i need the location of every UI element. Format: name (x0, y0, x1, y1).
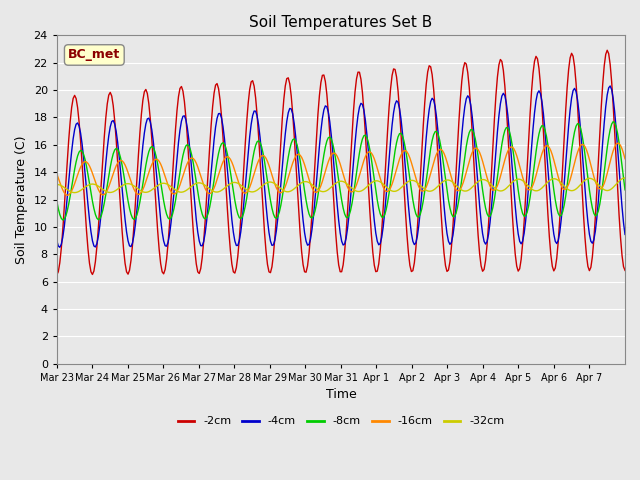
-8cm (620, 175, 627, 181)
-8cm (53, 199, 61, 204)
-4cm (621, 231, 629, 237)
-4cm (460, 116, 467, 122)
-2cm (90, 268, 98, 274)
Legend: -2cm, -4cm, -8cm, -16cm, -32cm: -2cm, -4cm, -8cm, -16cm, -32cm (173, 412, 509, 431)
-32cm (460, 188, 467, 193)
-16cm (63, 192, 71, 198)
-2cm (621, 267, 629, 273)
-32cm (53, 181, 61, 187)
-8cm (544, 142, 552, 147)
-4cm (347, 195, 355, 201)
-8cm (92, 212, 99, 217)
-8cm (74, 153, 81, 159)
-16cm (621, 156, 629, 162)
-8cm (609, 119, 617, 125)
X-axis label: Time: Time (326, 388, 356, 401)
-4cm (606, 83, 614, 89)
-16cm (74, 172, 81, 178)
-32cm (74, 189, 81, 195)
Title: Soil Temperatures Set B: Soil Temperatures Set B (250, 15, 433, 30)
-8cm (621, 187, 629, 192)
-32cm (618, 176, 626, 181)
-4cm (53, 238, 61, 243)
Line: -2cm: -2cm (57, 50, 625, 275)
-4cm (92, 244, 99, 250)
-16cm (53, 171, 61, 177)
-2cm (53, 272, 61, 277)
-2cm (72, 96, 80, 101)
-32cm (621, 175, 629, 181)
-4cm (74, 120, 81, 126)
-8cm (347, 207, 355, 213)
-2cm (345, 182, 353, 188)
Line: -16cm: -16cm (57, 143, 625, 195)
Text: BC_met: BC_met (68, 48, 120, 61)
-16cm (544, 143, 552, 149)
Y-axis label: Soil Temperature (C): Soil Temperature (C) (15, 135, 28, 264)
-8cm (460, 165, 467, 170)
-16cm (620, 151, 627, 156)
Line: -4cm: -4cm (57, 86, 625, 247)
-2cm (604, 48, 611, 53)
-32cm (544, 179, 552, 185)
Line: -32cm: -32cm (57, 178, 625, 192)
-16cm (347, 189, 355, 194)
-8cm (59, 217, 67, 223)
-4cm (56, 244, 63, 250)
-2cm (618, 252, 626, 258)
-2cm (458, 78, 466, 84)
-16cm (460, 180, 467, 185)
-16cm (614, 140, 621, 146)
-32cm (92, 182, 99, 188)
-16cm (92, 179, 99, 185)
-32cm (71, 190, 79, 195)
-2cm (543, 184, 550, 190)
-32cm (347, 184, 355, 190)
-4cm (620, 220, 627, 226)
-4cm (544, 165, 552, 171)
Line: -8cm: -8cm (57, 122, 625, 220)
